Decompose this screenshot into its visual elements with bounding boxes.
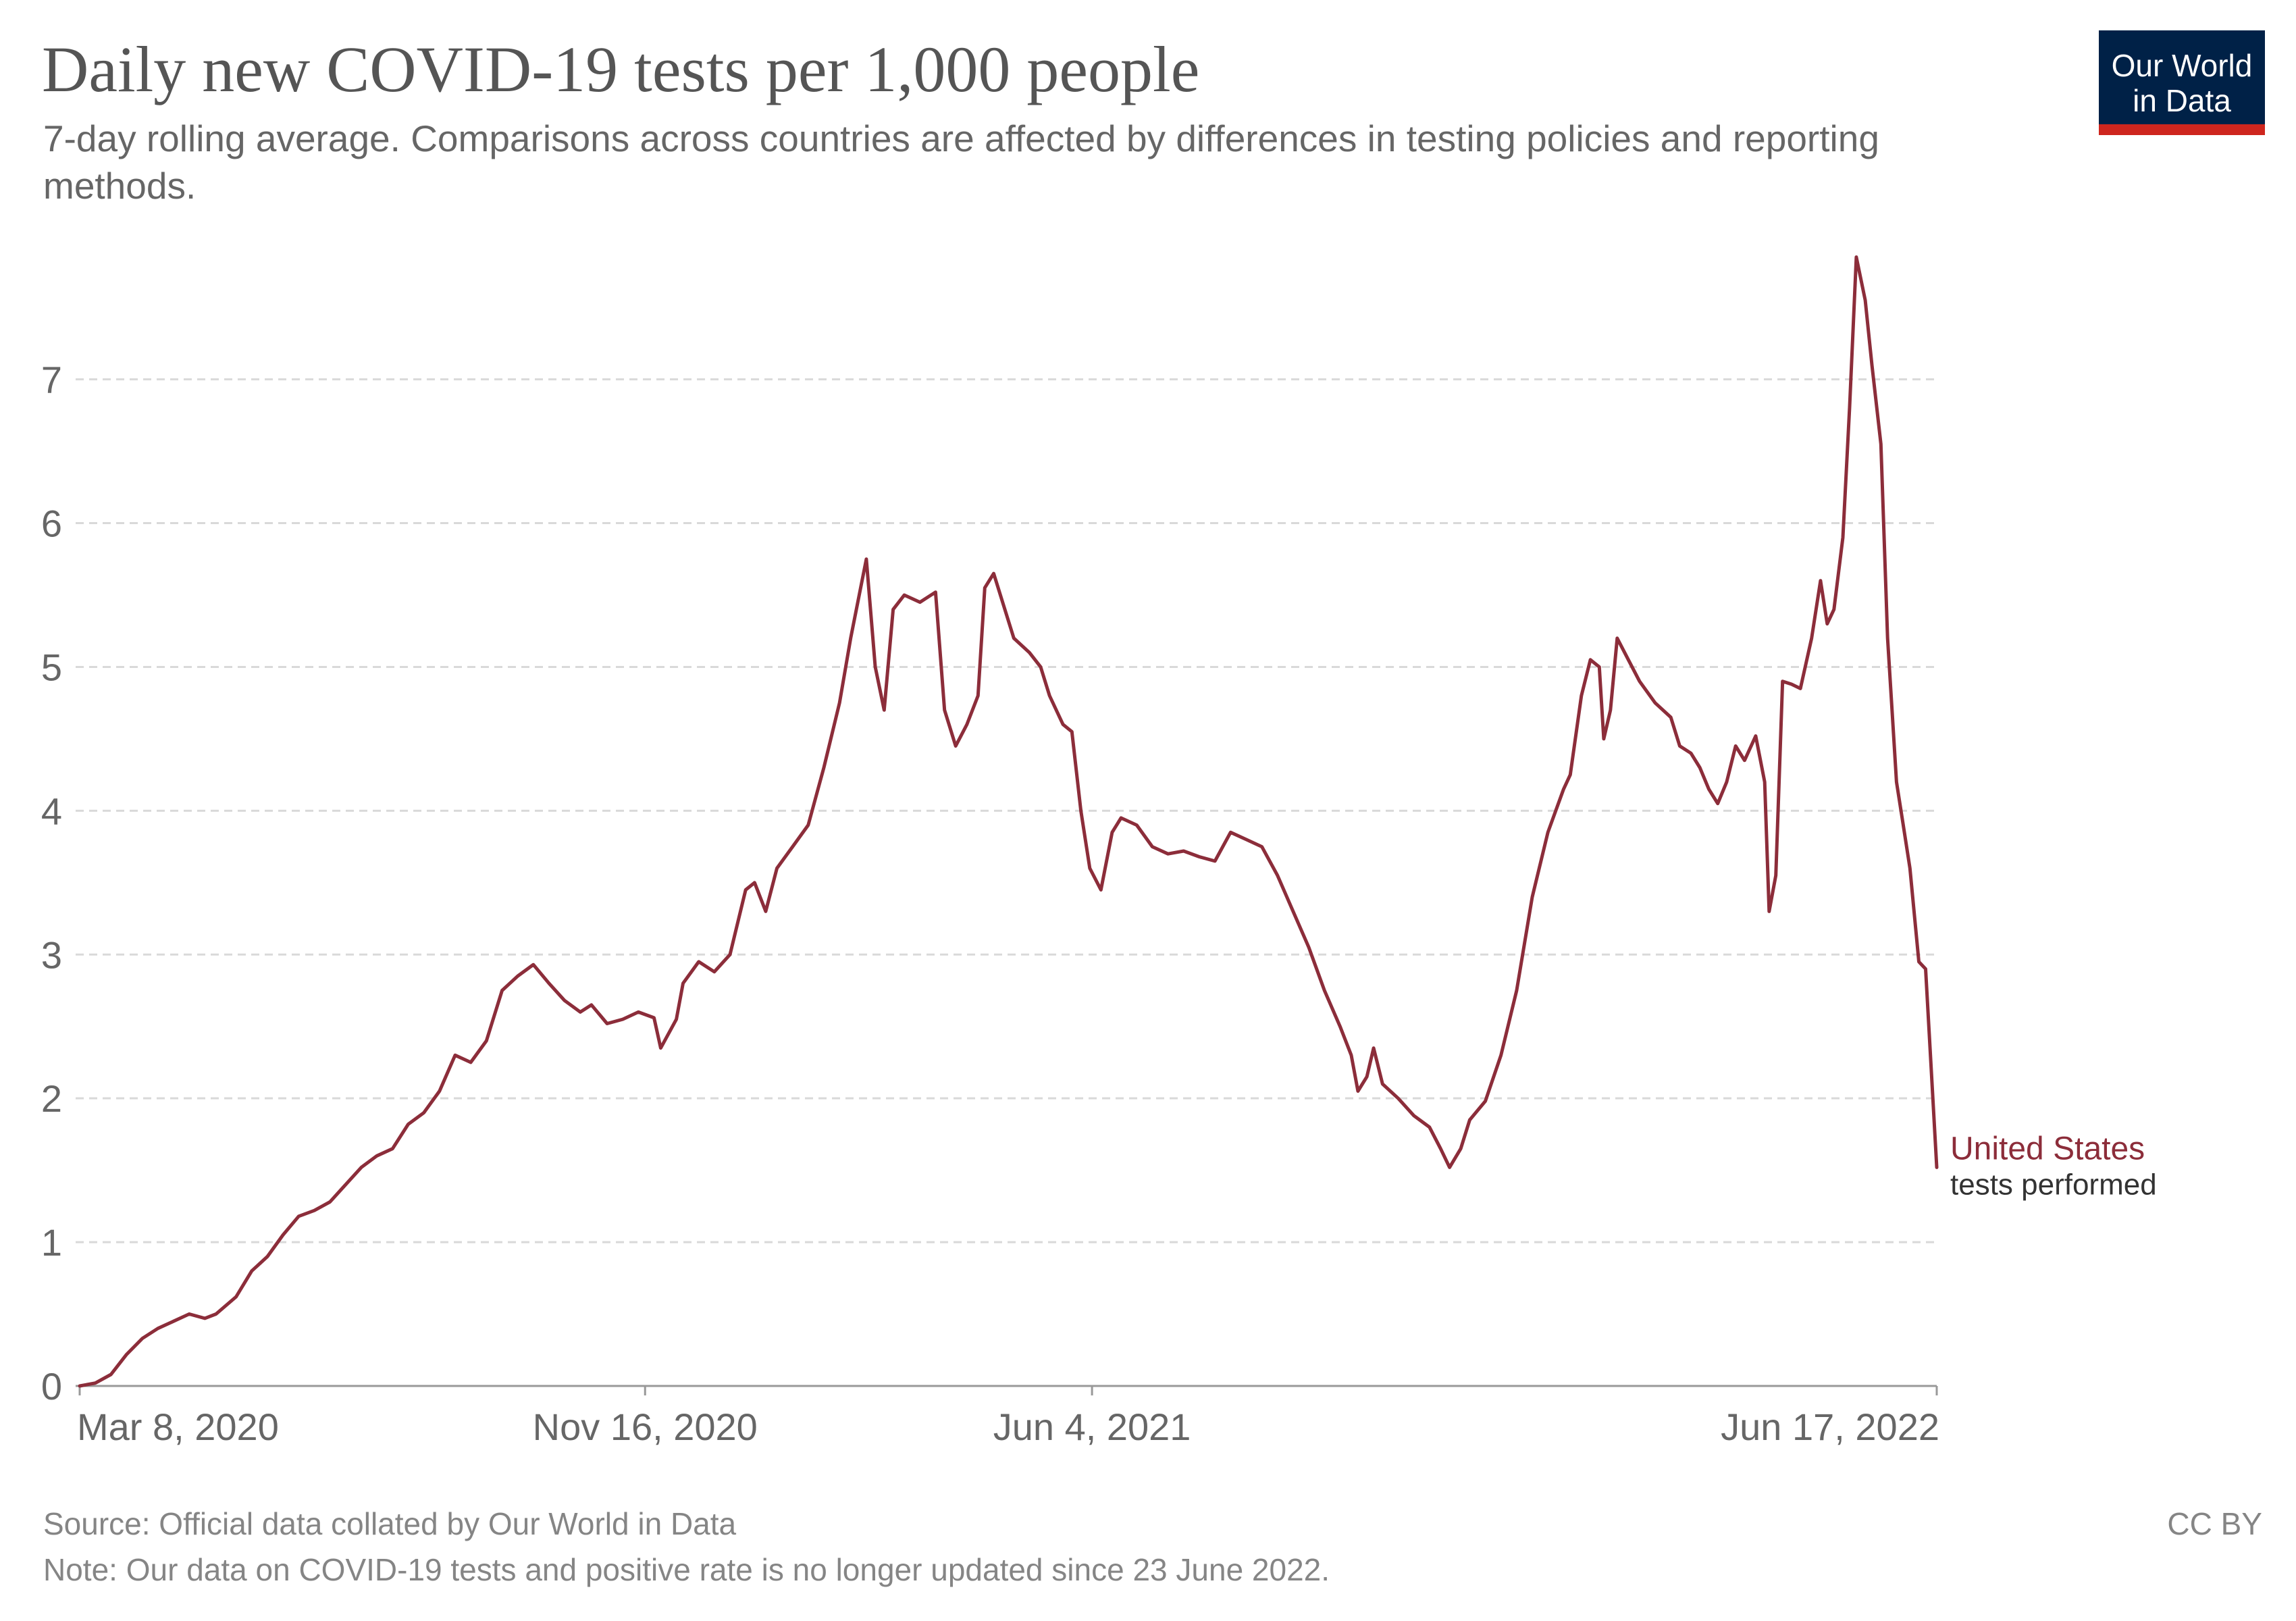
logo-line-1: Our World	[2111, 48, 2253, 83]
y-tick-label: 1	[41, 1221, 62, 1264]
series-layer	[78, 255, 1939, 1388]
x-tick-label: Mar 8, 2020	[77, 1406, 279, 1448]
y-tick-label: 6	[41, 503, 62, 545]
logo-line-2: in Data	[2133, 83, 2231, 118]
y-tick-label: 2	[41, 1077, 62, 1120]
y-axis: 0 1 2 3 4 5 6 7	[41, 359, 62, 1408]
x-tick-label: Jun 17, 2022	[1721, 1406, 1939, 1448]
y-tick-label: 0	[41, 1365, 62, 1408]
data-note: Note: Our data on COVID-19 tests and pos…	[43, 1552, 1330, 1587]
owid-logo[interactable]: Our World in Data	[2099, 30, 2265, 135]
series-label-sublabel: tests performed	[1950, 1168, 2157, 1201]
source-note: Source: Official data collated by Our Wo…	[43, 1506, 737, 1541]
gridlines	[76, 378, 1937, 1243]
chart-subtitle: 7-day rolling average. Comparisons acros…	[43, 118, 1879, 207]
series-label-name: United States	[1950, 1131, 2145, 1166]
y-tick-label: 5	[41, 646, 62, 688]
y-tick-label: 3	[41, 933, 62, 976]
y-tick-label: 7	[41, 359, 62, 401]
y-tick-label: 4	[41, 790, 62, 832]
x-axis: Mar 8, 2020 Nov 16, 2020 Jun 4, 2021 Jun 17…	[76, 1385, 1939, 1448]
license-link[interactable]: CC BY	[2167, 1506, 2262, 1541]
series-line-united-states	[78, 255, 1939, 1388]
chart-title: Daily new COVID-19 tests per 1,000 peopl…	[42, 33, 1200, 105]
x-tick-label: Nov 16, 2020	[533, 1406, 758, 1448]
x-tick-label: Jun 4, 2021	[993, 1406, 1191, 1448]
